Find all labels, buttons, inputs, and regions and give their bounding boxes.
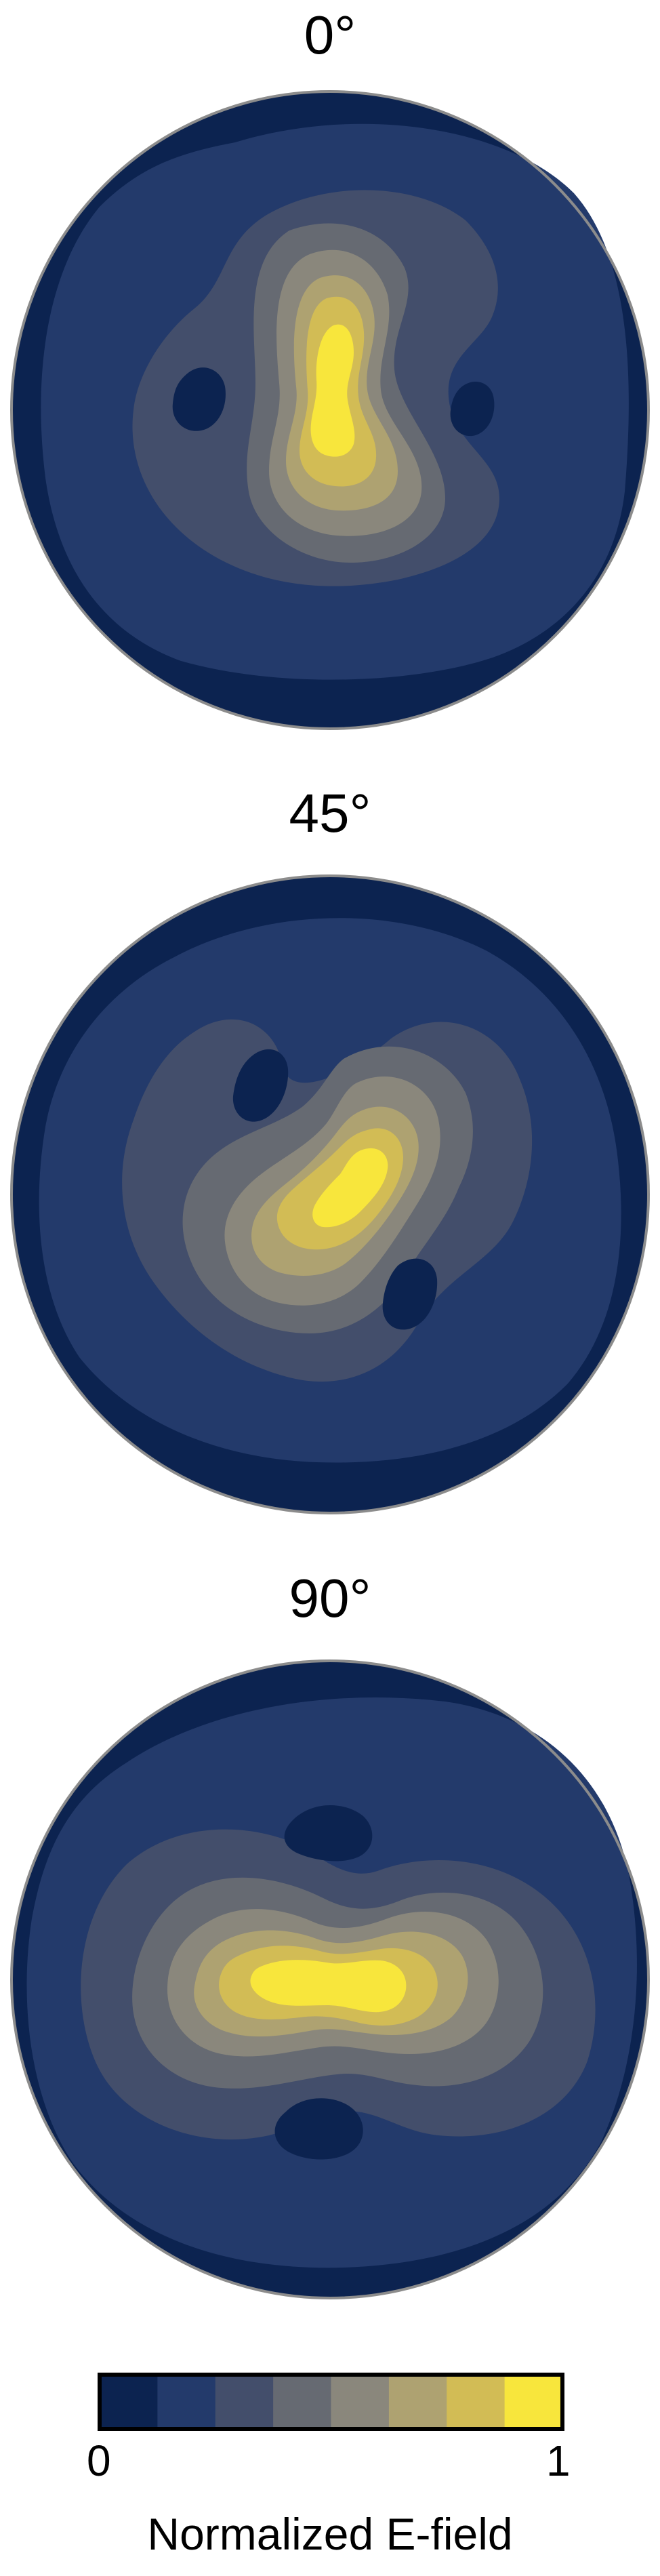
- colorbar-segment-7: [504, 2375, 563, 2429]
- level-7: [312, 1148, 388, 1228]
- colorbar-segment-1: [157, 2375, 216, 2429]
- colorbar-frame: [98, 2373, 564, 2431]
- null-bottom: [274, 2098, 363, 2160]
- colorbar-max-label: 1: [546, 2436, 571, 2485]
- field-map-0: [10, 90, 650, 730]
- colorbar-segment-0: [100, 2375, 158, 2429]
- colorbar-segment-2: [215, 2375, 274, 2429]
- panel-title-90: 90°: [289, 1568, 371, 1628]
- null-top: [284, 1805, 373, 1861]
- colorbar-segment-6: [447, 2375, 506, 2429]
- colorbar: [98, 2373, 564, 2431]
- level-7: [310, 324, 355, 457]
- colorbar-segment-3: [273, 2375, 332, 2429]
- panel-title-0: 0°: [304, 5, 356, 65]
- null-left: [172, 367, 226, 431]
- colorbar-segment-4: [331, 2375, 390, 2429]
- field-map-90: [10, 1659, 650, 2299]
- null-right: [450, 381, 495, 437]
- colorbar-label: Normalized E-field: [147, 2509, 513, 2559]
- colorbar-segment-5: [388, 2375, 447, 2429]
- level-7: [250, 1960, 407, 2013]
- null-lower: [382, 1258, 438, 1330]
- panel-title-45: 45°: [289, 783, 371, 843]
- colorbar-min-label: 0: [87, 2436, 111, 2485]
- null-upper: [232, 1049, 289, 1122]
- field-map-45: [10, 874, 650, 1514]
